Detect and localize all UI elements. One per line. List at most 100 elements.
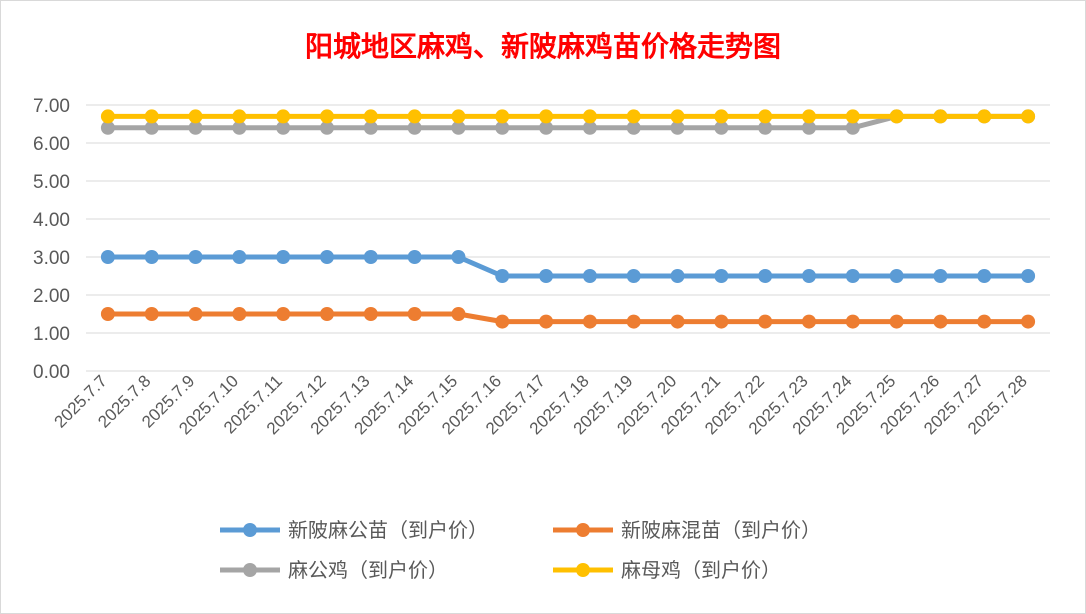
data-point: [100, 109, 115, 124]
legend: 新陂麻公苗（到户价） 新陂麻混苗（到户价） 麻公鸡（到户价） 麻母鸡（到户价）: [220, 518, 821, 582]
y-tick-label: 7.00: [33, 96, 70, 117]
y-tick-label: 5.00: [33, 172, 70, 193]
legend-label: 新陂麻公苗（到户价）: [288, 518, 488, 542]
data-point: [539, 314, 554, 329]
data-point: [802, 109, 816, 124]
data-point: [758, 109, 773, 124]
data-point: [232, 120, 247, 135]
legend-item: 新陂麻公苗（到户价）: [220, 518, 488, 542]
data-point: [451, 307, 466, 321]
data-point: [977, 109, 992, 124]
data-point: [100, 307, 115, 321]
data-point: [977, 269, 992, 283]
data-point: [714, 269, 729, 283]
data-point: [276, 250, 291, 264]
data-point: [714, 120, 729, 135]
chart-title: 阳城地区麻鸡、新陂麻鸡苗价格走势图: [305, 30, 781, 63]
data-point: [495, 314, 510, 329]
data-point: [188, 250, 203, 264]
data-point: [802, 120, 816, 135]
y-tick-label: 3.00: [33, 248, 70, 269]
legend-marker: [243, 563, 257, 577]
data-point: [276, 109, 291, 124]
data-point: [933, 314, 948, 329]
data-point: [276, 307, 291, 321]
data-point: [320, 250, 334, 264]
series-line: [107, 254, 1029, 279]
data-point: [845, 120, 860, 135]
series-1: [100, 250, 1036, 283]
series-4: [100, 109, 1036, 124]
data-point: [758, 269, 773, 283]
data-point: [626, 269, 641, 283]
data-point: [539, 269, 554, 283]
data-point: [100, 250, 115, 264]
data-point: [626, 120, 641, 135]
legend-label: 麻母鸡（到户价）: [621, 558, 781, 582]
y-tick-label: 2.00: [33, 286, 70, 307]
legend-item: 麻公鸡（到户价）: [220, 558, 448, 582]
data-point: [188, 109, 203, 124]
data-point: [188, 120, 203, 135]
data-point: [758, 120, 773, 135]
data-point: [582, 120, 597, 135]
data-point: [451, 109, 466, 124]
data-point: [670, 109, 685, 124]
data-point: [144, 120, 159, 135]
data-point: [451, 120, 466, 135]
data-point: [539, 109, 554, 124]
data-point: [407, 250, 422, 264]
data-point: [582, 314, 597, 329]
legend-marker: [576, 563, 590, 577]
data-point: [451, 250, 466, 264]
data-point: [889, 109, 904, 124]
data-point: [626, 314, 641, 329]
data-point: [232, 250, 247, 264]
data-point: [933, 269, 948, 283]
data-point: [1021, 269, 1036, 283]
data-point: [407, 109, 422, 124]
data-point: [100, 120, 115, 135]
data-point: [582, 109, 597, 124]
data-point: [714, 109, 729, 124]
y-tick-label: 6.00: [33, 134, 70, 155]
data-point: [363, 120, 378, 135]
data-point: [802, 269, 816, 283]
data-point: [845, 269, 860, 283]
data-point: [144, 109, 159, 124]
data-point: [276, 120, 291, 135]
legend-label: 麻公鸡（到户价）: [288, 558, 448, 582]
data-point: [626, 109, 641, 124]
series-2: [100, 307, 1036, 329]
data-point: [714, 314, 729, 329]
data-point: [407, 120, 422, 135]
data-point: [188, 307, 203, 321]
data-point: [845, 109, 860, 124]
data-point: [320, 307, 334, 321]
data-point: [1021, 314, 1036, 329]
legend-item: 麻母鸡（到户价）: [553, 558, 781, 582]
y-tick-label: 1.00: [33, 324, 70, 345]
data-point: [363, 109, 378, 124]
data-point: [495, 269, 510, 283]
data-point: [889, 269, 904, 283]
data-point: [933, 109, 948, 124]
data-point: [232, 307, 247, 321]
series-group: [100, 109, 1036, 329]
data-point: [670, 120, 685, 135]
data-point: [144, 307, 159, 321]
data-point: [845, 314, 860, 329]
series-line: [107, 311, 1029, 325]
data-point: [320, 120, 334, 135]
data-point: [582, 269, 597, 283]
data-point: [1021, 109, 1036, 124]
data-point: [144, 250, 159, 264]
legend-label: 新陂麻混苗（到户价）: [621, 518, 821, 542]
data-point: [670, 314, 685, 329]
data-point: [320, 109, 334, 124]
legend-item: 新陂麻混苗（到户价）: [553, 518, 821, 542]
y-axis-ticks: 0.00 1.00 2.00 3.00 4.00 5.00 6.00 7.00: [33, 96, 70, 383]
